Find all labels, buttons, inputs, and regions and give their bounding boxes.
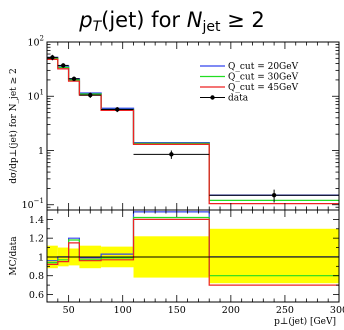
- chart-title: pT(jet) for Njet ≥ 2: [78, 8, 265, 35]
- ratio-band-bin: [209, 228, 339, 284]
- data-point: [88, 92, 93, 98]
- ratio-series-q-cut-45gev: [47, 218, 339, 286]
- ratio-y-tick-label: 1.2: [29, 234, 44, 245]
- x-axis-ticks: 50 100 150 200 250 300: [46, 42, 344, 316]
- x-axis-label: p⊥(jet) [GeV]: [274, 316, 336, 327]
- data-point: [50, 55, 55, 60]
- main-y-tick-label: 102: [27, 35, 44, 49]
- main-y-tick-label: 101: [27, 89, 44, 103]
- x-tick-label: 50: [63, 305, 75, 316]
- x-tick-label: 150: [168, 305, 186, 316]
- x-tick-label: 200: [222, 305, 240, 316]
- data-point: [271, 192, 277, 198]
- ratio-y-ticks: 0.6 0.8 1 1.2 1.4: [29, 215, 339, 301]
- ratio-y-tick-label: 1: [38, 252, 44, 263]
- legend-label: Q_cut = 45GeV: [228, 83, 299, 93]
- legend-marker-data: [210, 95, 215, 100]
- legend-label: Q_cut = 30GeV: [228, 73, 299, 83]
- data-point: [61, 63, 66, 68]
- main-y-tick-label: 10−1: [22, 197, 44, 211]
- ratio-y-tick-label: 1.4: [29, 215, 44, 226]
- ratio-series-group: [47, 211, 339, 286]
- x-tick-label: 300: [330, 305, 344, 316]
- ratio-y-axis-label: MC/data: [9, 236, 19, 276]
- data-point: [169, 152, 174, 157]
- data-points-group: [47, 54, 339, 203]
- ratio-series-q-cut-30gev: [47, 216, 339, 277]
- x-tick-label: 100: [114, 305, 132, 316]
- main-y-ticks: 10−1 1 101 102: [22, 35, 339, 211]
- x-tick-label: 250: [276, 305, 294, 316]
- ratio-y-tick-label: 0.6: [29, 290, 44, 301]
- data-point: [71, 76, 77, 81]
- main-y-tick-label: 1: [38, 146, 44, 157]
- main-y-axis-label: dσ/dp⊥(jet) for N_jet ≥ 2: [8, 68, 19, 184]
- data-point: [115, 107, 120, 112]
- legend-label: data: [228, 94, 249, 104]
- legend-label: Q_cut = 20GeV: [228, 62, 299, 72]
- ratio-y-tick-label: 0.8: [29, 271, 44, 282]
- ratio-panel-frame: [46, 209, 340, 303]
- ratio-uncertainty-band: [47, 228, 339, 284]
